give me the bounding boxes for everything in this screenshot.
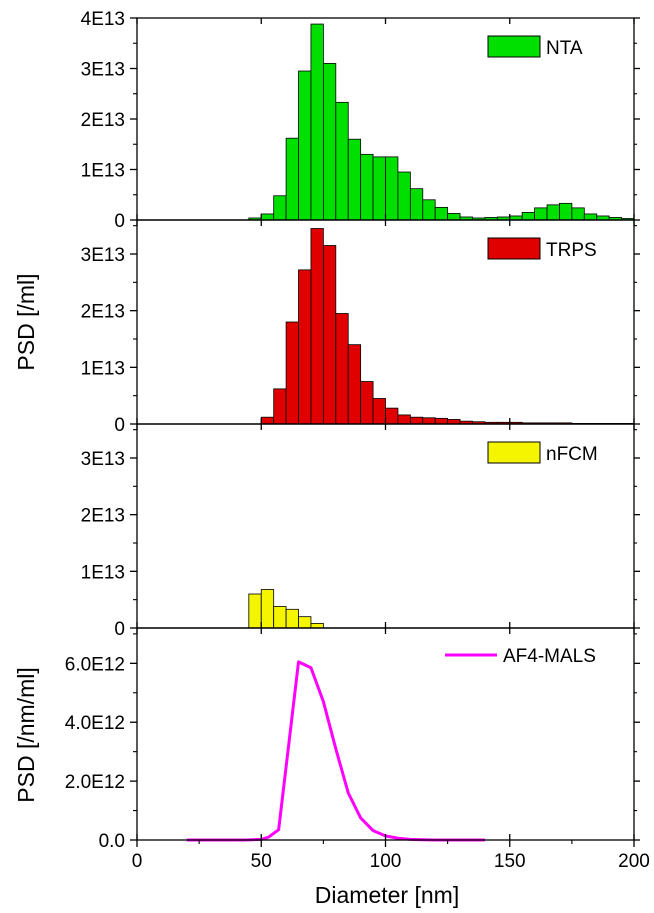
y-tick-label: 3E13 [81,60,125,81]
y-tick-label: 2E13 [81,302,125,323]
panel-nta: 0 1E13 2E13 3E13 4E13 NTA [81,9,640,232]
bar [422,417,436,425]
y-tick-label: 1E13 [81,161,125,182]
legend-swatch [487,237,541,260]
y-tick-label: 2.0E12 [65,772,125,793]
y-axis-label-bottom: PSD [/nm/ml] [13,667,39,802]
bar [260,589,275,629]
legend-label: NTA [546,38,583,59]
bar [347,138,362,221]
bar [409,188,424,221]
bar [521,212,535,221]
bar [409,416,424,425]
bar [534,207,548,221]
bar [546,204,560,221]
legend-label: TRPS [546,240,597,261]
bar [360,153,374,221]
bar [298,269,312,425]
bar [273,195,287,221]
y-tick-label: 3E13 [81,449,125,470]
bar [422,199,436,221]
x-tick-label: 150 [494,851,526,872]
bar [397,171,411,221]
bar [322,245,337,425]
panel-nfcm: 0 1E13 2E13 3E13 nFCM [81,423,640,640]
x-tick-label: 50 [251,851,272,872]
bar [298,70,312,221]
legend-swatch [487,441,541,464]
series-line [186,660,485,842]
bar [571,207,585,221]
y-tick-label: 4.0E12 [65,713,125,734]
bar [447,419,461,425]
bar [285,137,299,221]
bar [285,608,299,629]
bar [310,23,324,221]
bar [335,313,349,425]
bar [360,381,374,425]
bar [434,417,449,425]
y-tick-label: 2E13 [81,506,125,527]
bar [583,213,598,221]
bar [260,213,275,221]
bar [260,416,275,425]
legend-label: AF4-MALS [503,646,596,667]
bar [434,206,449,221]
bar [397,414,411,425]
panel-af4-mals: 0.0 2.0E12 4.0E12 6.0E12 AF4-MALS [65,627,640,852]
panel-trps: 0 1E13 2E13 3E13 TRPS [81,219,640,436]
y-tick-label: 3E13 [81,245,125,266]
y-tick-label: 0 [114,619,125,640]
bar [248,593,262,629]
legend-swatch [487,35,541,58]
x-tick-label: 200 [618,851,650,872]
bar [372,398,386,425]
x-tick-label: 100 [370,851,402,872]
bar [310,623,324,629]
y-tick-label: 1E13 [81,358,125,379]
y-tick-label: 0.0 [99,831,125,852]
y-tick-label: 4E13 [81,9,125,30]
x-tick-label: 0 [132,851,143,872]
bar [322,63,337,221]
bar [298,616,312,629]
bar [372,156,386,221]
bar [385,156,399,221]
bar [285,321,299,425]
y-tick-label: 0 [114,211,125,232]
y-axis-label-top: PSD [/ml] [13,273,39,370]
y-tick-label: 2E13 [81,110,125,131]
y-tick-label: 1E13 [81,562,125,583]
bar [310,228,324,425]
bar [385,407,399,425]
bar [273,388,287,425]
legend-label: nFCM [546,444,598,465]
y-tick-label: 0 [114,415,125,436]
bar [347,344,362,425]
bar [273,606,287,629]
bar [335,101,349,221]
x-axis-label: Diameter [nm] [315,882,459,908]
panels: 0 1E13 2E13 3E13 4E13 NTA 0 1E13 2E13 3E13 TRPS 0 1E… [65,9,650,872]
bar [559,202,573,221]
bar [447,213,461,221]
y-tick-label: 6.0E12 [65,654,125,675]
